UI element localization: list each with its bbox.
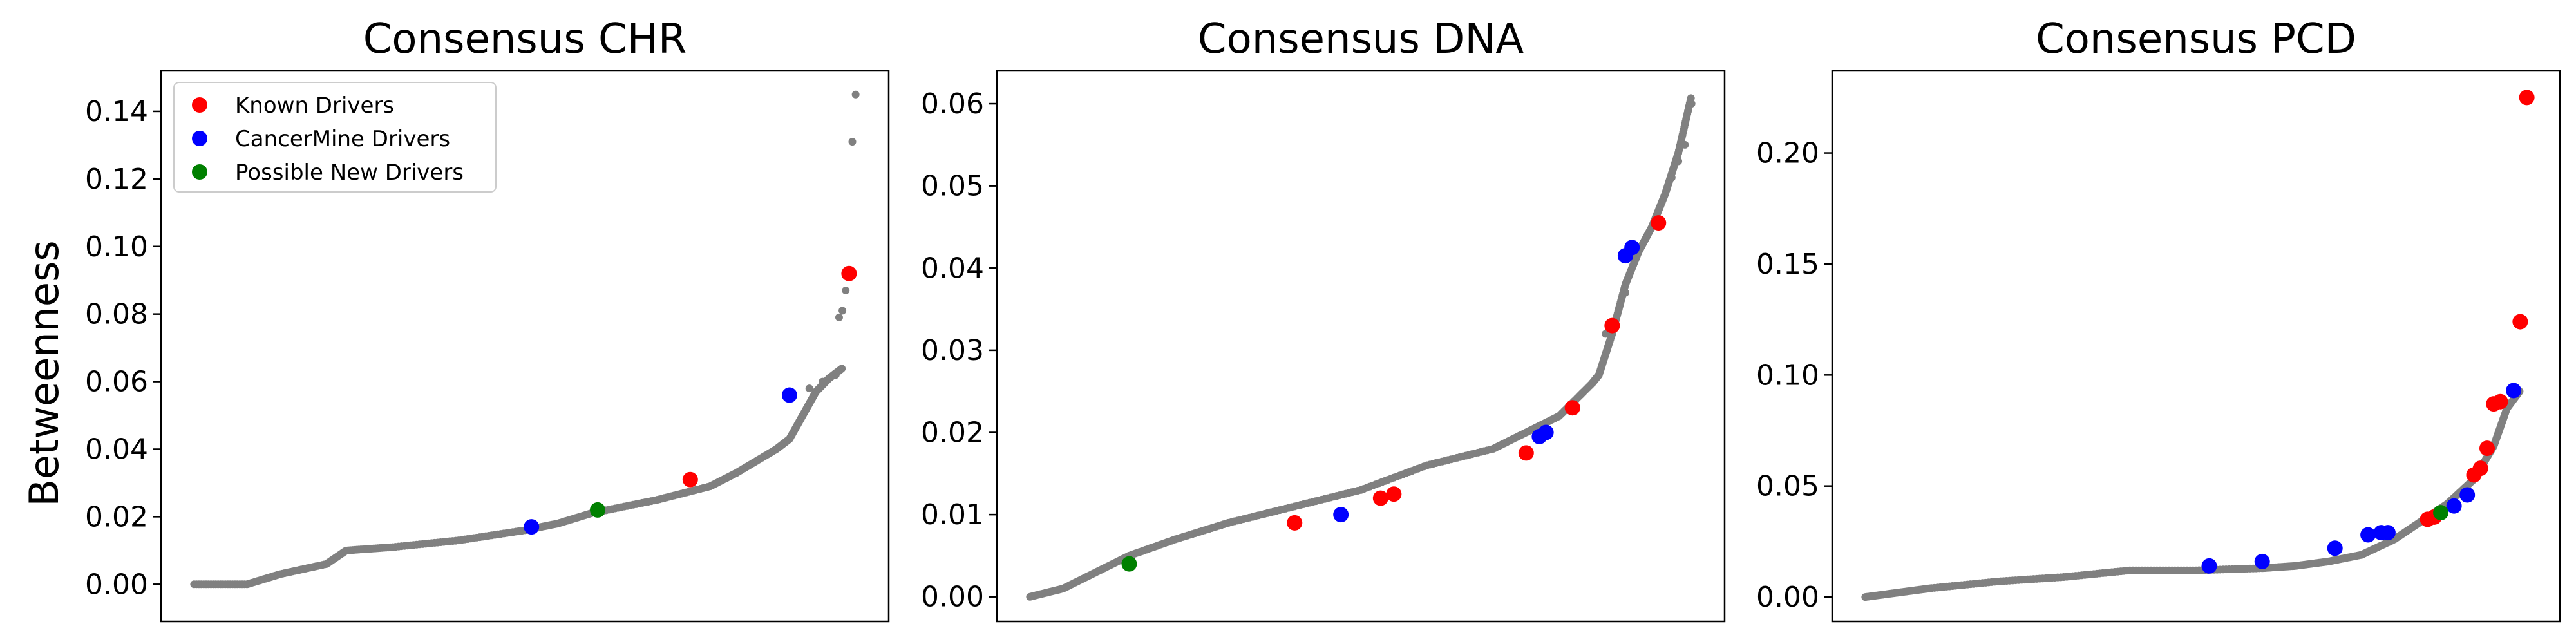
background-point xyxy=(838,307,847,315)
data-point xyxy=(1518,445,1534,461)
data-point xyxy=(841,265,857,281)
data-point xyxy=(1121,556,1137,572)
data-point xyxy=(1333,507,1349,523)
y-tick-label: 0.10 xyxy=(85,231,148,263)
data-point xyxy=(2519,90,2535,106)
y-tick-label: 0.01 xyxy=(921,498,984,531)
data-point xyxy=(524,519,540,535)
y-tick-label: 0.06 xyxy=(85,366,148,399)
data-point xyxy=(682,471,698,488)
data-point xyxy=(2479,440,2495,457)
data-point xyxy=(2506,383,2522,399)
y-tick-label: 0.05 xyxy=(921,170,984,203)
data-point xyxy=(2472,460,2488,477)
data-point xyxy=(2512,314,2528,330)
background-point xyxy=(1687,100,1696,108)
plot-frame xyxy=(996,70,1726,623)
y-tick-label: 0.10 xyxy=(1756,359,1819,392)
background-point xyxy=(1621,289,1629,297)
background-point xyxy=(838,365,846,373)
legend-label: Known Drivers xyxy=(235,93,394,118)
data-point xyxy=(2459,487,2476,503)
data-point xyxy=(1564,400,1580,416)
chart-title: Consensus DNA xyxy=(1198,15,1524,63)
data-point xyxy=(781,387,797,403)
background-point xyxy=(831,371,840,379)
chart-title: Consensus PCD xyxy=(2036,15,2356,63)
legend-marker xyxy=(192,131,207,146)
y-tick-label: 0.03 xyxy=(921,334,984,367)
chart-panel: Consensus DNA 0.00 0.01 0.02 0.03 0.04 0.05 0.0… xyxy=(921,15,1726,623)
background-point xyxy=(1681,140,1689,149)
y-tick-label: 0.00 xyxy=(1756,581,1819,614)
y-tick-label: 0.05 xyxy=(1756,470,1819,503)
chart-panel: Consensus CHR 0.00 0.02 0.04 0.06 0.08 0.10 0.1… xyxy=(85,15,890,623)
y-tick-label: 0.08 xyxy=(85,298,148,331)
data-point xyxy=(2254,553,2270,569)
data-point xyxy=(2201,558,2217,574)
background-point xyxy=(819,377,827,386)
data-point xyxy=(2492,393,2508,410)
background-point xyxy=(842,286,850,294)
data-point xyxy=(1287,515,1303,531)
background-point xyxy=(1674,157,1683,166)
data-point xyxy=(1386,486,1402,502)
data-point xyxy=(2446,498,2462,514)
y-tick-label: 0.20 xyxy=(1756,137,1819,170)
data-point xyxy=(1604,317,1620,334)
data-point xyxy=(2360,527,2376,543)
legend-marker xyxy=(192,97,207,113)
legend-marker xyxy=(192,164,207,180)
panels: Consensus CHR 0.00 0.02 0.04 0.06 0.08 0.10 0.1… xyxy=(85,15,2561,623)
y-tick-label: 0.02 xyxy=(85,500,148,533)
y-tick-label: 0.04 xyxy=(85,433,148,466)
y-tick-label: 0.06 xyxy=(921,88,984,120)
data-point xyxy=(1372,490,1388,506)
legend-box xyxy=(173,82,497,193)
y-tick-label: 0.04 xyxy=(921,252,984,285)
y-tick-label: 0.15 xyxy=(1756,248,1819,281)
y-tick-label: 0.00 xyxy=(85,568,148,601)
data-point xyxy=(2433,505,2449,521)
background-point xyxy=(1602,330,1610,338)
legend-label: CancerMine Drivers xyxy=(235,126,450,152)
y-tick-label: 0.00 xyxy=(921,581,984,614)
data-point xyxy=(1651,215,1667,231)
background-point xyxy=(1667,173,1676,182)
plot-frame xyxy=(160,70,890,623)
legend-label: Possible New Drivers xyxy=(235,160,464,185)
data-point xyxy=(1624,240,1640,256)
y-tick-label: 0.14 xyxy=(85,95,148,128)
data-point xyxy=(1538,424,1554,440)
background-point xyxy=(805,384,813,393)
data-point xyxy=(2380,525,2396,541)
chart-title: Consensus CHR xyxy=(363,15,687,63)
background-point xyxy=(1615,305,1623,314)
y-tick-label: 0.02 xyxy=(921,416,984,449)
y-axis-label: Betweenness xyxy=(21,240,68,506)
background-point xyxy=(1687,94,1695,102)
background-point xyxy=(848,138,857,146)
plot-frame xyxy=(1831,70,2561,623)
y-tick-label: 0.12 xyxy=(85,163,148,196)
data-point xyxy=(2327,540,2343,556)
background-point xyxy=(835,313,843,321)
background-point xyxy=(851,90,860,99)
data-point xyxy=(590,502,605,518)
chart-panel: Consensus PCD 0.00 0.05 0.10 0.15 0.20 xyxy=(1756,15,2561,623)
